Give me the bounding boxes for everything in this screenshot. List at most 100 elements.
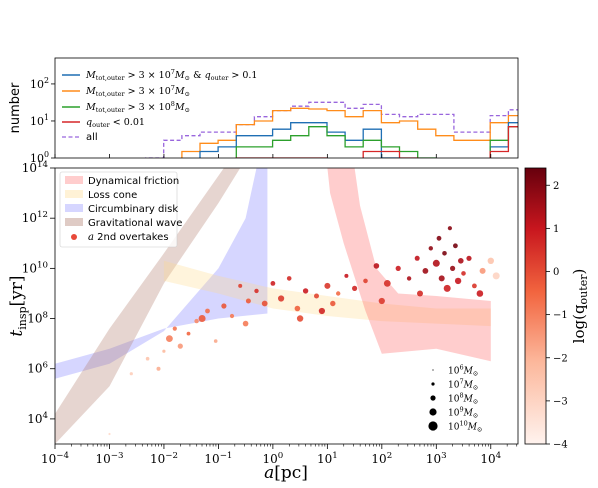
colorbar-ticks: 2 1 0 −1 −2 −3 −4 — [546, 181, 568, 451]
x-axis-label: a[pc] — [264, 463, 308, 483]
colorbar-tick-label-3: −1 — [553, 310, 568, 321]
scatter-point — [414, 255, 420, 261]
legend-entry-tot-3e7: Mtot,outer > 3 × 107M⊙ — [62, 84, 190, 98]
size-legend-marker-2 — [430, 395, 436, 401]
region-gravitational-wave — [55, 168, 241, 444]
histogram-series — [144, 101, 518, 158]
x-tick-label-8: 104 — [480, 451, 501, 466]
scatter-panel: 10−4 10−3 10−2 10−1 100 101 102 103 104 10410610… — [7, 160, 519, 483]
scatter-point — [336, 291, 341, 296]
scatter-frame — [54, 167, 519, 445]
scatter-point — [162, 349, 166, 353]
scatter-point — [145, 356, 150, 361]
y-tick-label-2: 108 — [27, 311, 48, 326]
histogram-series-0 — [144, 101, 518, 158]
legend-label-gravitational-wave: Gravitational wave — [88, 218, 182, 229]
scatter-point — [479, 267, 486, 274]
scatter-point — [352, 285, 358, 291]
scatter-point — [296, 315, 304, 322]
scatter-point — [242, 320, 249, 327]
colorbar-gradient — [524, 167, 547, 445]
histogram-frame — [54, 57, 519, 159]
scatter-point — [254, 288, 259, 294]
scatter-point — [438, 275, 445, 282]
size-legend-marker-3 — [429, 408, 437, 416]
scatter-point — [373, 263, 380, 269]
scatter-point — [286, 276, 292, 281]
x-tick-label-4: 100 — [262, 451, 283, 466]
scatter-point — [330, 300, 336, 307]
scatter-points — [108, 226, 500, 436]
size-legend-label-0: 106M⊙ — [448, 364, 478, 378]
size-legend-marker-0 — [432, 369, 434, 371]
scatter-point — [406, 276, 412, 281]
legend-entry-circumbinary-disk: Circumbinary disk — [65, 204, 178, 215]
legend-label-tot-3e7: Mtot,outer > 3 × 107M⊙ — [85, 84, 190, 98]
legend-label-overtakes: a 2nd overtakes — [88, 232, 169, 243]
scatter-point — [432, 259, 440, 267]
scatter-point — [108, 432, 111, 436]
scatter-point — [186, 331, 191, 336]
size-legend-marker-1 — [431, 382, 435, 386]
region-circumbinary-disk — [55, 168, 268, 379]
scatter-point — [172, 326, 177, 331]
size-legend-label-2: 108M⊙ — [448, 392, 478, 406]
scatter-point — [476, 290, 484, 297]
scatter-point — [454, 277, 462, 285]
scatter-x-ticks: 10−4 10−3 10−2 10−1 100 101 102 103 104 — [41, 444, 518, 466]
scatter-point — [229, 313, 235, 319]
x-tick-label-0: 10−4 — [41, 451, 70, 466]
scatter-point — [443, 284, 451, 292]
histogram-series-1 — [181, 107, 518, 158]
scatter-point — [492, 272, 500, 280]
legend-label-q-small: qouter < 0.01 — [86, 117, 145, 129]
x-tick-label-1: 10−3 — [95, 451, 123, 466]
legend-label-all: all — [86, 132, 98, 143]
legend-patch-loss-cone — [65, 190, 83, 198]
legend-entry-q-small: qouter < 0.01 — [62, 117, 145, 129]
y-axis-label: tinsp[yr] — [7, 275, 29, 336]
scatter-point — [177, 343, 183, 349]
scatter-point — [461, 271, 466, 276]
scatter-point — [198, 315, 206, 322]
legend-label-tot-3e8: Mtot,outer > 3 × 108M⊙ — [85, 100, 190, 114]
scatter-point — [442, 251, 447, 256]
scatter-point — [383, 280, 391, 287]
scatter-point — [294, 305, 301, 312]
legend-patch-dynamical-friction — [65, 176, 83, 184]
scatter-point — [487, 257, 494, 264]
y-tick-label-4: 1012 — [22, 210, 48, 225]
x-tick-label-5: 101 — [317, 451, 338, 466]
legend-entry-tot-3e8: Mtot,outer > 3 × 108M⊙ — [62, 100, 190, 114]
region-loss-cone — [163, 260, 491, 327]
mass-size-legend: 106M⊙107M⊙108M⊙109M⊙1010M⊙ — [428, 364, 482, 434]
scatter-point — [458, 258, 464, 264]
colorbar-label: log(qouter) — [570, 269, 590, 344]
scatter-point — [466, 255, 472, 261]
legend-label-dynamical-friction: Dynamical friction — [88, 176, 179, 187]
histogram-series-4 — [235, 126, 518, 158]
x-tick-label-2: 10−2 — [150, 451, 178, 466]
scatter-point — [213, 339, 218, 343]
histogram-series-2 — [199, 122, 518, 158]
scatter-point — [314, 293, 319, 299]
legend-entry-tot-q: Mtot,outer > 3 × 107M⊙ & qouter > 0.1 — [62, 68, 257, 82]
size-legend-label-4: 1010M⊙ — [448, 420, 482, 434]
colorbar-tick-label-5: −3 — [553, 396, 568, 407]
scatter-point — [205, 308, 210, 314]
scatter-point — [324, 282, 331, 289]
scatter-point — [378, 297, 385, 305]
legend-patch-circumbinary-disk — [65, 204, 83, 212]
colorbar-tick-label-2: 0 — [553, 267, 559, 278]
size-legend-label-3: 109M⊙ — [448, 406, 478, 420]
scatter-point — [261, 300, 268, 307]
colorbar-tick-label-0: 2 — [553, 181, 559, 192]
scatter-point — [417, 290, 423, 297]
scatter-point — [221, 303, 227, 309]
region-dynamical-friction — [327, 168, 491, 362]
legend-dot-overtakes — [71, 234, 77, 240]
legend-entry-overtakes: a 2nd overtakes — [71, 232, 169, 243]
regime-legend: Dynamical friction Loss cone Circumbinar… — [59, 171, 182, 248]
scatter-point — [428, 246, 433, 251]
